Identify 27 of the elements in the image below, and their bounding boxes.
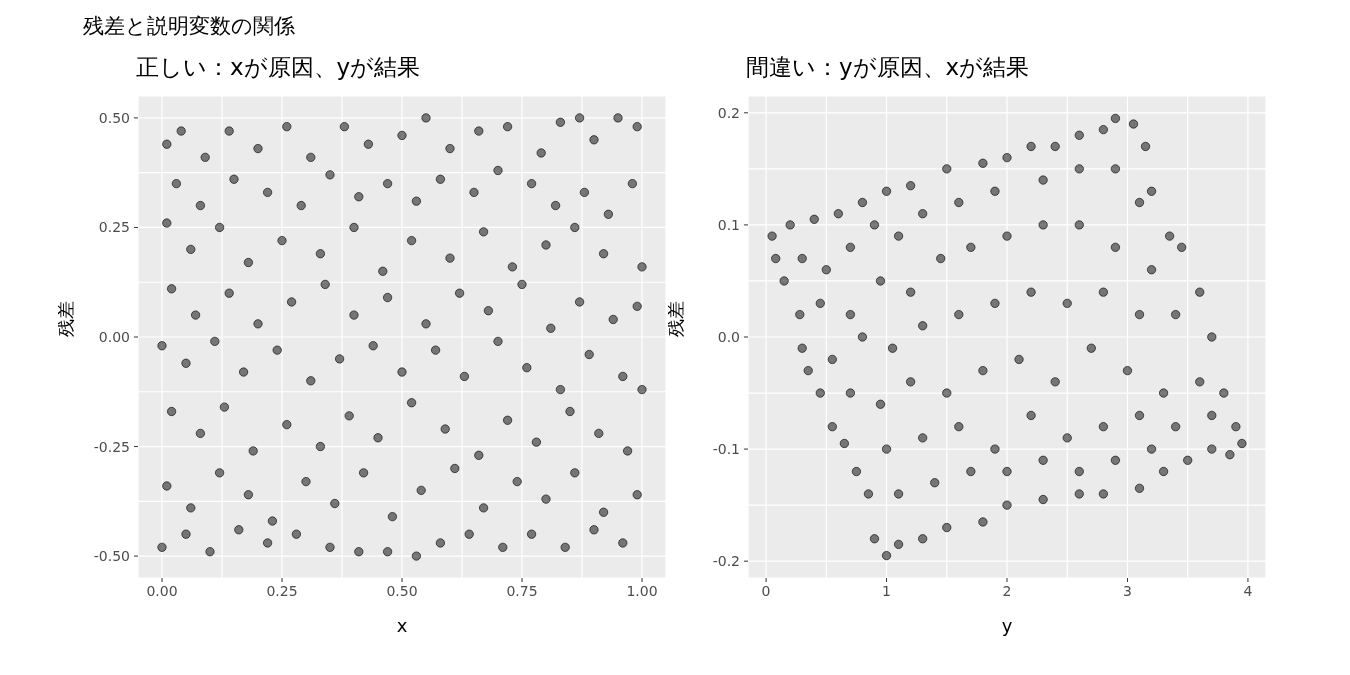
y-tick-label: -0.25 xyxy=(93,438,130,455)
x-axis-title: y xyxy=(1001,615,1013,636)
y-tick-label: -0.50 xyxy=(93,548,130,565)
x-tick-label: 1.00 xyxy=(626,583,658,599)
y-tick-label: -0.2 xyxy=(712,553,740,570)
y-tick-label: 0.0 xyxy=(717,329,740,345)
x-tick-label: 1 xyxy=(882,583,891,599)
x-tick-label: 0.75 xyxy=(506,583,538,599)
x-tick-label: 0.50 xyxy=(386,583,418,599)
y-tick-label: 0.00 xyxy=(98,329,130,345)
y-tick-label: 0.25 xyxy=(98,219,130,236)
x-axis-title: x xyxy=(396,615,408,636)
x-tick-label: 0.00 xyxy=(146,583,178,599)
x-tick-label: 0.25 xyxy=(266,583,298,599)
y-tick-label: -0.1 xyxy=(712,441,740,458)
x-tick-label: 2 xyxy=(1002,583,1012,599)
x-tick-label: 3 xyxy=(1123,583,1132,599)
chart-subtitle: 正しい：xが原因、yが結果 xyxy=(136,53,422,82)
y-tick-label: 0.50 xyxy=(98,109,130,126)
y-axis-title: 残差 xyxy=(55,301,77,337)
y-tick-label: 0.1 xyxy=(717,216,740,233)
chart-title: 残差と説明変数の関係 xyxy=(83,13,295,40)
x-tick-label: 4 xyxy=(1243,583,1253,599)
y-axis-title: 残差 xyxy=(665,301,687,337)
y-tick-label: 0.2 xyxy=(717,104,740,121)
chart-subtitle: 間違い：yが原因、xが結果 xyxy=(746,53,1031,82)
x-tick-label: 0 xyxy=(761,583,771,599)
